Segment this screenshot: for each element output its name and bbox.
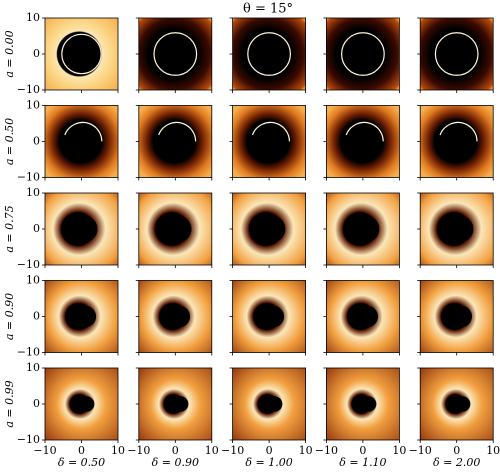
photon-ring (438, 121, 478, 162)
col-label: δ = 0.50 (58, 456, 105, 469)
shadow (437, 34, 477, 74)
y-tick-label: −10 (17, 433, 40, 446)
photon-ring (250, 121, 291, 162)
x-tick-label: 0 (172, 444, 179, 457)
shadow (74, 305, 97, 328)
photon-ring (434, 32, 479, 76)
y-tick-label: 0 (33, 222, 40, 235)
row-label: a = 0.75 (3, 205, 16, 252)
y-tick-label: 0 (33, 397, 40, 410)
y-tick-label: 10 (26, 99, 40, 112)
shadow (63, 36, 100, 72)
shadow (172, 396, 189, 412)
photon-ring (63, 121, 103, 162)
x-tick-label: 0 (266, 444, 273, 457)
photon-ring (247, 32, 291, 76)
y-tick-label: −10 (17, 346, 40, 359)
x-tick-label: −10 (221, 444, 244, 457)
shadow (352, 215, 380, 243)
x-tick-label: 0 (78, 444, 85, 457)
shadow (450, 305, 473, 328)
photon-ring (153, 32, 198, 76)
x-tick-label: 0 (359, 444, 366, 457)
y-tick-label: 0 (33, 47, 40, 60)
shadow (249, 34, 289, 74)
y-tick-label: 10 (26, 186, 40, 199)
row-label: a = 0.99 (3, 380, 16, 427)
y-tick-label: −10 (17, 258, 40, 271)
shadow (343, 34, 383, 74)
y-tick-label: 10 (26, 361, 40, 374)
x-tick-label: −10 (409, 444, 432, 457)
shadow (266, 396, 283, 412)
chart-title: θ = 15° (243, 2, 293, 17)
photon-ring (156, 121, 197, 162)
x-tick-label: 10 (111, 444, 125, 457)
col-label: δ = 1.10 (339, 456, 386, 469)
photon-ring (341, 32, 385, 76)
y-tick-label: 10 (26, 11, 40, 24)
row-label: a = 0.50 (3, 118, 16, 165)
y-tick-label: 0 (33, 135, 40, 148)
shadow (360, 396, 377, 412)
y-tick-label: 10 (26, 274, 40, 287)
photon-ring (61, 33, 102, 75)
shadow (440, 124, 476, 159)
y-tick-label: −10 (17, 83, 40, 96)
y-tick-label: 0 (33, 310, 40, 323)
x-tick-label: 10 (299, 444, 313, 457)
photon-ring (344, 121, 384, 162)
row-label: a = 0.00 (3, 30, 16, 77)
shadow (262, 305, 285, 328)
col-label: δ = 1.00 (245, 456, 292, 469)
shadow (70, 215, 98, 243)
shadow (65, 124, 101, 159)
shadow (168, 305, 191, 328)
y-tick-label: −10 (17, 171, 40, 184)
shadow (164, 215, 192, 243)
col-label: δ = 0.90 (152, 456, 199, 469)
x-tick-label: −10 (127, 444, 150, 457)
x-tick-label: −10 (315, 444, 338, 457)
col-label: δ = 2.00 (433, 456, 480, 469)
shadow (155, 34, 195, 74)
shadow (78, 396, 95, 412)
shadow (159, 124, 194, 159)
shadow (253, 124, 288, 159)
shadow (446, 215, 474, 243)
x-tick-label: 10 (205, 444, 219, 457)
row-label: a = 0.90 (3, 293, 16, 340)
shadow (346, 124, 382, 159)
x-tick-label: 0 (453, 444, 460, 457)
x-tick-label: −10 (33, 444, 56, 457)
x-tick-label: 10 (486, 444, 500, 457)
shadow (258, 215, 286, 243)
shadow (454, 396, 471, 412)
x-tick-label: 10 (392, 444, 406, 457)
shadow (356, 305, 379, 328)
